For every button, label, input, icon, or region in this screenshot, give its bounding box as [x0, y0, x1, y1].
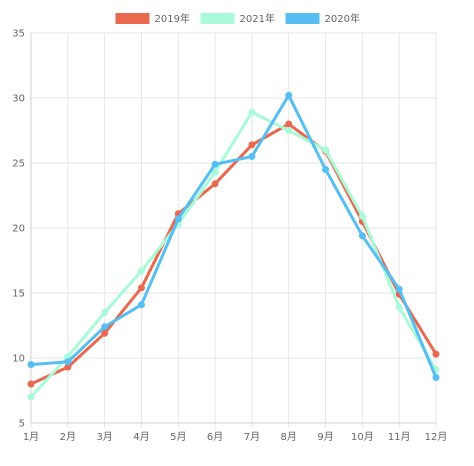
y-tick-label: 5	[19, 419, 25, 430]
data-point[interactable]	[137, 267, 145, 275]
data-point[interactable]	[137, 284, 145, 292]
data-point[interactable]	[432, 350, 440, 358]
data-point[interactable]	[432, 374, 440, 381]
grid-layer	[30, 32, 437, 428]
x-tick-label: 4月	[133, 431, 149, 443]
data-point[interactable]	[101, 309, 109, 316]
data-point[interactable]	[358, 212, 366, 220]
legend-label: 2020年	[325, 12, 360, 25]
data-point[interactable]	[358, 232, 366, 240]
x-tick-label: 11月	[388, 431, 411, 443]
data-point[interactable]	[174, 215, 182, 223]
data-point[interactable]	[248, 153, 256, 160]
series-line[interactable]	[29, 110, 438, 399]
data-point[interactable]	[211, 180, 219, 188]
legend-swatch	[285, 13, 320, 24]
series-2[interactable]	[27, 91, 440, 381]
y-tick-label: 35	[12, 29, 25, 40]
y-tick-label: 10	[12, 354, 25, 365]
x-tick-label: 2月	[60, 431, 76, 443]
axis-layer: 5 10 15 20 25 30 35 1月 2月 3月 4月 5月 6月 7月 8月 9月 10月 11月 12月	[12, 29, 447, 444]
legend-item[interactable]: 2019年	[115, 12, 190, 25]
y-tick-label: 20	[12, 224, 25, 235]
x-tick-label: 1月	[23, 431, 39, 443]
data-point[interactable]	[27, 393, 35, 401]
x-tick-label: 6月	[207, 431, 223, 443]
legend-label: 2019年	[155, 12, 190, 25]
x-tick-label: 9月	[317, 431, 333, 443]
series-1[interactable]	[27, 108, 440, 401]
x-tick-label: 12月	[425, 431, 448, 443]
data-point[interactable]	[322, 166, 330, 173]
legend-item[interactable]: 2020年	[285, 12, 360, 25]
data-point[interactable]	[395, 285, 403, 293]
data-point[interactable]	[101, 323, 109, 331]
x-tick-label: 7月	[244, 431, 260, 443]
data-point[interactable]	[248, 141, 256, 149]
data-point[interactable]	[27, 361, 35, 368]
x-tick-label: 10月	[351, 431, 374, 443]
legend-swatch	[115, 13, 150, 24]
legend-swatch	[200, 13, 235, 24]
data-point[interactable]	[211, 160, 219, 168]
data-point[interactable]	[137, 301, 145, 309]
data-point[interactable]	[27, 380, 35, 388]
series-line[interactable]	[29, 93, 438, 379]
x-tick-label: 3月	[96, 431, 112, 443]
data-point[interactable]	[285, 91, 293, 99]
data-point[interactable]	[64, 358, 72, 366]
legend[interactable]: 2019年 2021年 2020年	[115, 12, 360, 25]
data-point[interactable]	[285, 127, 293, 134]
x-tick-label: 5月	[170, 431, 186, 443]
x-tick-label: 8月	[281, 431, 297, 443]
y-tick-label: 25	[12, 159, 25, 170]
data-point[interactable]	[248, 108, 256, 116]
data-point[interactable]	[322, 146, 330, 154]
data-point[interactable]	[211, 168, 219, 176]
data-point[interactable]	[101, 329, 109, 337]
series-layer	[27, 91, 440, 401]
y-tick-label: 15	[12, 289, 25, 300]
legend-label: 2021年	[240, 12, 275, 25]
data-point[interactable]	[395, 303, 403, 311]
y-tick-label: 30	[12, 94, 25, 105]
data-point[interactable]	[285, 120, 293, 128]
legend-item[interactable]: 2021年	[200, 12, 275, 25]
